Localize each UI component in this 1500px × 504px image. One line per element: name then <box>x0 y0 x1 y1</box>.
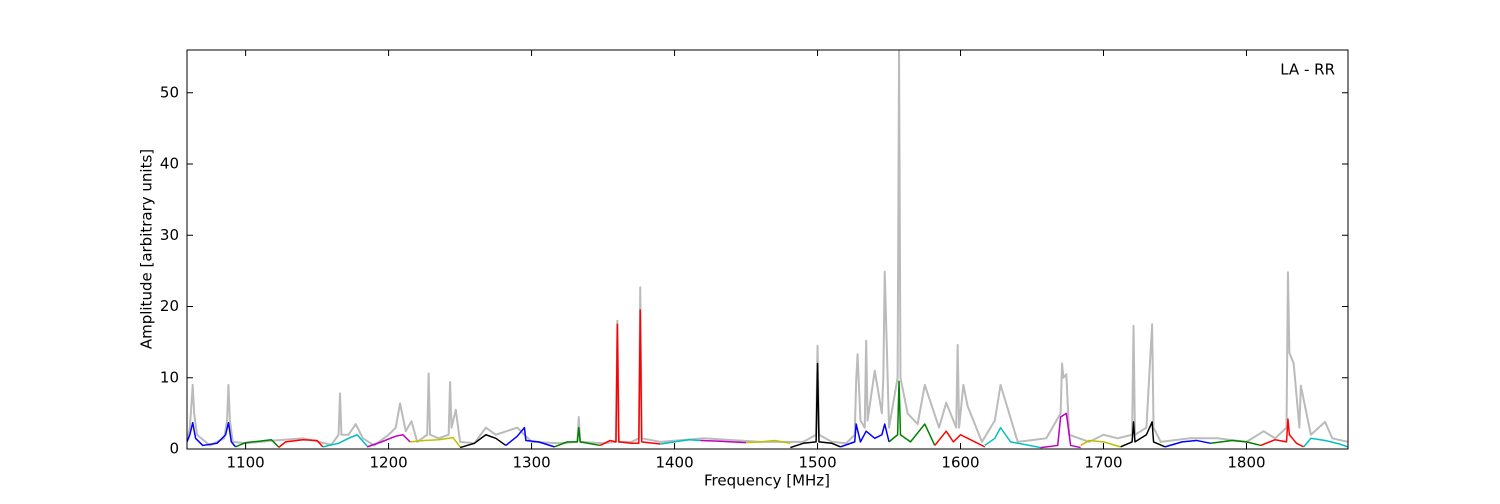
spectrum-line <box>840 423 890 448</box>
y-tick-label: 10 <box>160 368 179 386</box>
y-tick-label: 20 <box>160 297 179 315</box>
spectrum-line <box>459 434 507 449</box>
spectrum-line <box>888 380 936 446</box>
spectrum-line <box>790 362 841 449</box>
spectrum-line <box>1210 439 1261 447</box>
spectrum-line <box>660 438 701 445</box>
x-tick-label: 1800 <box>1227 454 1265 472</box>
y-tick-label: 30 <box>160 226 179 244</box>
annotation: LA - RR <box>1280 61 1335 79</box>
x-tick-label: 1500 <box>798 454 836 472</box>
y-tick-label: 50 <box>160 83 179 101</box>
y-tick-label: 0 <box>169 440 179 458</box>
spectrum-line <box>1080 439 1121 448</box>
x-tick-label: 1600 <box>941 454 979 472</box>
spectrum-line <box>1120 421 1166 448</box>
y-tick-label: 40 <box>160 155 179 173</box>
x-axis-label: Frequency [MHz] <box>704 472 830 490</box>
spectrum-line <box>366 434 411 448</box>
spectrum-line <box>554 426 601 448</box>
x-tick-label: 1200 <box>370 454 408 472</box>
spectrum-line <box>409 436 461 448</box>
spectrum-line <box>1040 412 1081 449</box>
spectrum-line <box>235 438 280 448</box>
plot-lines <box>187 50 1348 449</box>
spectrum-line <box>1164 439 1211 448</box>
spectrum-line <box>746 439 791 445</box>
spectrum-line <box>934 430 986 448</box>
x-tick-label: 1400 <box>655 454 693 472</box>
spectrum-line <box>599 309 661 447</box>
spectrum-line <box>187 50 1348 447</box>
spectrum-line <box>1303 437 1348 448</box>
x-tick-label: 1700 <box>1084 454 1122 472</box>
spectrum-line <box>505 426 555 448</box>
spectrum-line <box>700 439 747 444</box>
spectrum-line <box>187 421 237 448</box>
spectrum-line <box>322 434 368 448</box>
spectrum-line <box>278 438 324 449</box>
spectrum-line <box>984 426 1041 449</box>
plot-frame <box>186 49 1349 450</box>
x-tick-label: 1300 <box>512 454 550 472</box>
x-tick-label: 1100 <box>227 454 265 472</box>
spectrum-line <box>1260 418 1305 448</box>
y-axis-label: Amplitude [arbitrary units] <box>138 149 156 349</box>
